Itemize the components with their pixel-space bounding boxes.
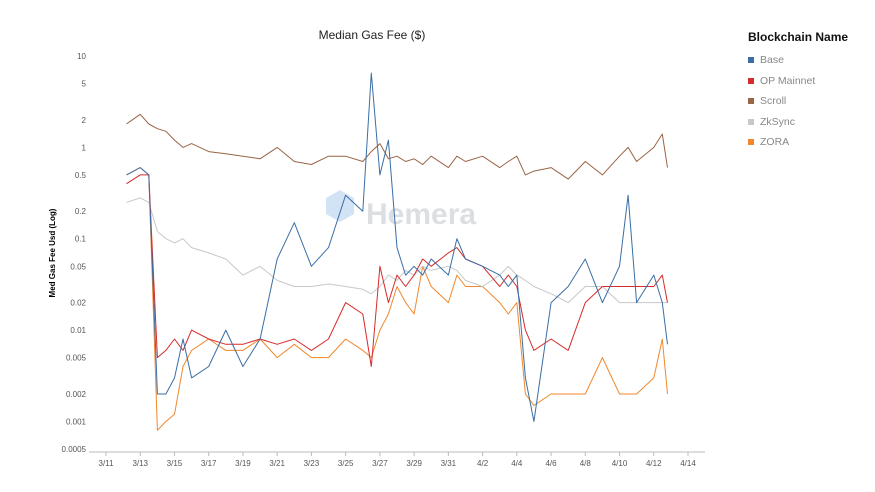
legend-swatch	[748, 98, 754, 105]
y-tick-label: 0.5	[75, 171, 87, 180]
y-tick-label: 10	[77, 52, 86, 61]
x-tick-label: 3/21	[269, 459, 285, 468]
series-line-op-mainnet	[126, 174, 668, 367]
x-tick-label: 4/8	[580, 459, 592, 468]
legend-label: ZORA	[760, 136, 790, 149]
legend-items: Base OP Mainnet Scroll ZkSync ZORA	[748, 50, 868, 153]
y-tick-label: 0.01	[70, 326, 86, 335]
x-tick-label: 3/17	[201, 459, 217, 468]
legend-swatch	[748, 139, 754, 146]
legend-swatch	[748, 118, 754, 125]
series-line-zora	[126, 167, 668, 431]
x-tick-label: 4/4	[511, 459, 523, 468]
legend-swatch	[748, 77, 754, 84]
y-tick-label: 0.0005	[62, 445, 87, 454]
x-tick-label: 4/12	[646, 459, 662, 468]
legend-label: OP Mainnet	[760, 74, 816, 87]
series-line-zksync	[126, 197, 668, 304]
legend-title: Blockchain Name	[748, 30, 849, 44]
chart-title: Median Gas Fee ($)	[319, 28, 426, 42]
x-tick-label: 4/10	[612, 459, 628, 468]
legend-item-zora[interactable]: ZORA	[748, 132, 868, 153]
legend-label: Base	[760, 54, 784, 67]
y-tick-label: 0.05	[70, 262, 86, 271]
legend-item-base[interactable]: Base	[748, 50, 868, 71]
x-axis-ticks: 3/11 3/13 3/15 3/17 3/19 3/21 3/23 3/25 3/27 3/29…	[99, 452, 696, 468]
y-tick-label: 0.02	[70, 299, 86, 308]
x-tick-label: 3/27	[372, 459, 388, 468]
x-tick-label: 4/6	[545, 459, 557, 468]
y-tick-label: 2	[82, 116, 87, 125]
watermark-logo-icon	[326, 190, 354, 222]
legend-label: ZkSync	[760, 115, 796, 128]
watermark-text: Hemera	[366, 198, 476, 231]
y-tick-label: 0.2	[75, 207, 87, 216]
x-tick-label: 4/2	[477, 459, 489, 468]
y-tick-label: 0.002	[66, 390, 87, 399]
watermark: Hemera	[326, 190, 476, 231]
series-lines	[126, 72, 668, 431]
legend-item-op-mainnet[interactable]: OP Mainnet	[748, 71, 868, 92]
x-tick-label: 3/11	[99, 459, 115, 468]
series-line-scroll	[126, 113, 668, 180]
x-tick-label: 3/13	[132, 459, 148, 468]
legend-item-zksync[interactable]: ZkSync	[748, 112, 868, 133]
x-tick-label: 4/14	[680, 459, 696, 468]
legend-swatch	[748, 57, 754, 64]
y-axis-ticks: 10 5 2 1 0.5 0.2 0.1 0.05 0.02 0.01 0.005 0.002 0.00…	[62, 52, 87, 454]
legend-label: Scroll	[760, 95, 787, 108]
x-tick-label: 3/19	[235, 459, 251, 468]
series-line-base	[126, 72, 668, 422]
y-tick-label: 0.001	[66, 417, 87, 426]
y-tick-label: 1	[82, 143, 87, 152]
x-tick-label: 3/29	[406, 459, 422, 468]
legend-item-scroll[interactable]: Scroll	[748, 91, 868, 112]
y-axis-label: Med Gas Fee Usd (Log)	[48, 208, 57, 297]
y-tick-label: 0.005	[66, 354, 87, 363]
x-tick-label: 3/25	[338, 459, 354, 468]
y-tick-label: 5	[82, 80, 87, 89]
x-tick-label: 3/15	[167, 459, 183, 468]
legend: Blockchain Name Base OP Mainnet Scroll ZkSy…	[748, 30, 868, 153]
x-tick-label: 3/31	[441, 459, 457, 468]
x-tick-label: 3/23	[304, 459, 320, 468]
y-tick-label: 0.1	[75, 235, 87, 244]
